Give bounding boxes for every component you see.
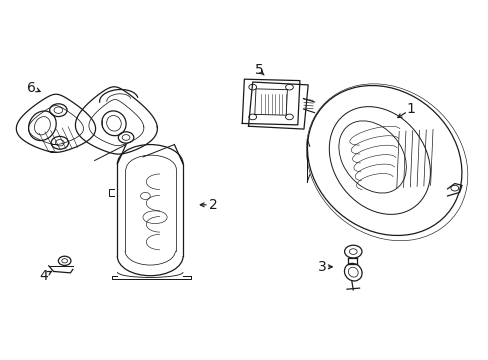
Text: 3: 3 xyxy=(317,260,325,274)
Text: 5: 5 xyxy=(254,63,263,77)
Text: 2: 2 xyxy=(208,198,217,212)
Text: 4: 4 xyxy=(40,269,48,283)
Text: 6: 6 xyxy=(27,81,36,95)
Text: 1: 1 xyxy=(406,102,415,116)
